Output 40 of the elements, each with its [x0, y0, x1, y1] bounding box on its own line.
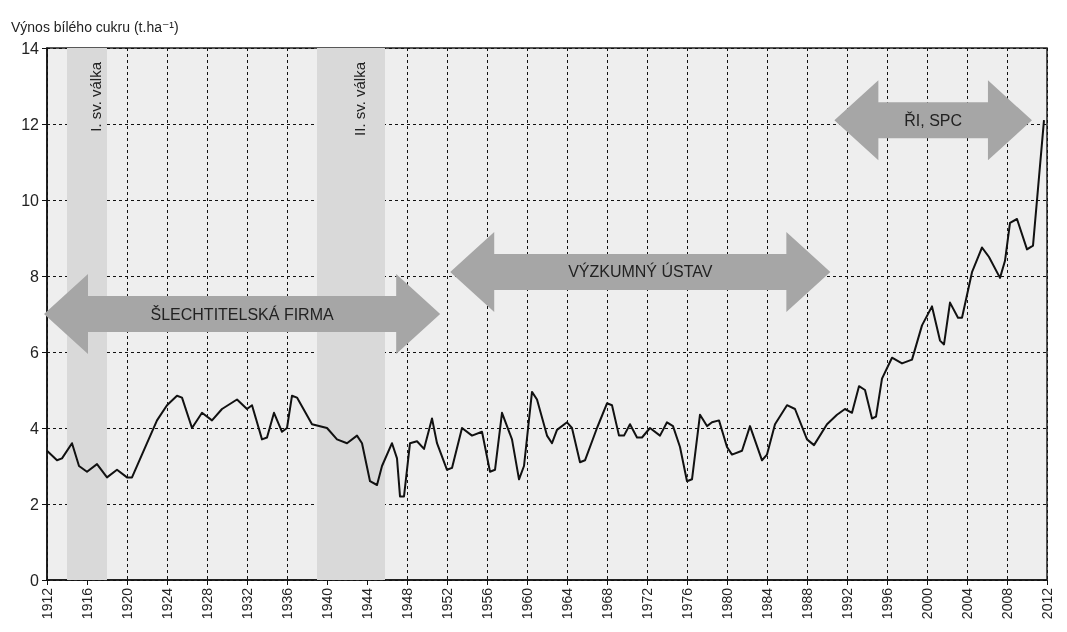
- x-tick-label: 1932: [239, 587, 255, 620]
- band-label: II. sv. válka: [350, 61, 368, 136]
- x-tick-label: 1992: [839, 587, 855, 620]
- x-tick-label: 1984: [759, 587, 775, 620]
- x-tick-label: 2000: [919, 587, 935, 620]
- x-tick-label: 1928: [199, 587, 215, 620]
- x-tick-label: 2008: [999, 587, 1015, 620]
- x-tick-label: 1924: [159, 587, 175, 620]
- x-tick-label: 1944: [359, 587, 375, 620]
- x-tick-label: 1964: [559, 587, 575, 620]
- x-tick-label: 1940: [319, 587, 335, 620]
- annotation: ŘI, SPC: [904, 110, 963, 129]
- y-tick-label: 0: [30, 571, 40, 589]
- band-label: I. sv. válka: [86, 61, 104, 132]
- x-tick-label: 1980: [719, 587, 735, 620]
- x-tick-label: 1912: [39, 587, 55, 620]
- x-tick-label: 1948: [399, 587, 415, 620]
- x-tick-label: 1996: [879, 587, 895, 620]
- x-tick-label: 1920: [119, 587, 135, 620]
- y-axis-title: Výnos bílého cukru (t.ha⁻¹): [11, 19, 179, 35]
- annotation: VÝZKUMNÝ ÚSTAV: [568, 262, 713, 281]
- x-tick-label: 1988: [799, 587, 815, 620]
- annotation: ŠLECHTITELSKÁ FIRMA: [150, 304, 334, 323]
- x-tick-label: 1952: [439, 587, 455, 620]
- y-tick-label: 6: [30, 343, 40, 361]
- x-tick-label: 2004: [959, 587, 975, 620]
- x-tick-label: 1972: [639, 587, 655, 620]
- x-tick-label: 1916: [79, 587, 95, 620]
- x-tick-label: 1956: [479, 587, 495, 620]
- x-tick-label: 1960: [519, 587, 535, 620]
- x-tick-label: 2012: [1039, 587, 1055, 620]
- y-tick-label: 2: [30, 495, 40, 513]
- x-tick-label: 1968: [599, 587, 615, 620]
- y-tick-label: 12: [21, 115, 40, 133]
- y-tick-label: 10: [21, 191, 40, 209]
- y-tick-label: 8: [30, 267, 40, 285]
- y-tick-label: 14: [21, 39, 40, 57]
- x-tick-label: 1936: [279, 587, 295, 620]
- x-tick-label: 1976: [679, 587, 695, 620]
- y-tick-label: 4: [30, 419, 40, 437]
